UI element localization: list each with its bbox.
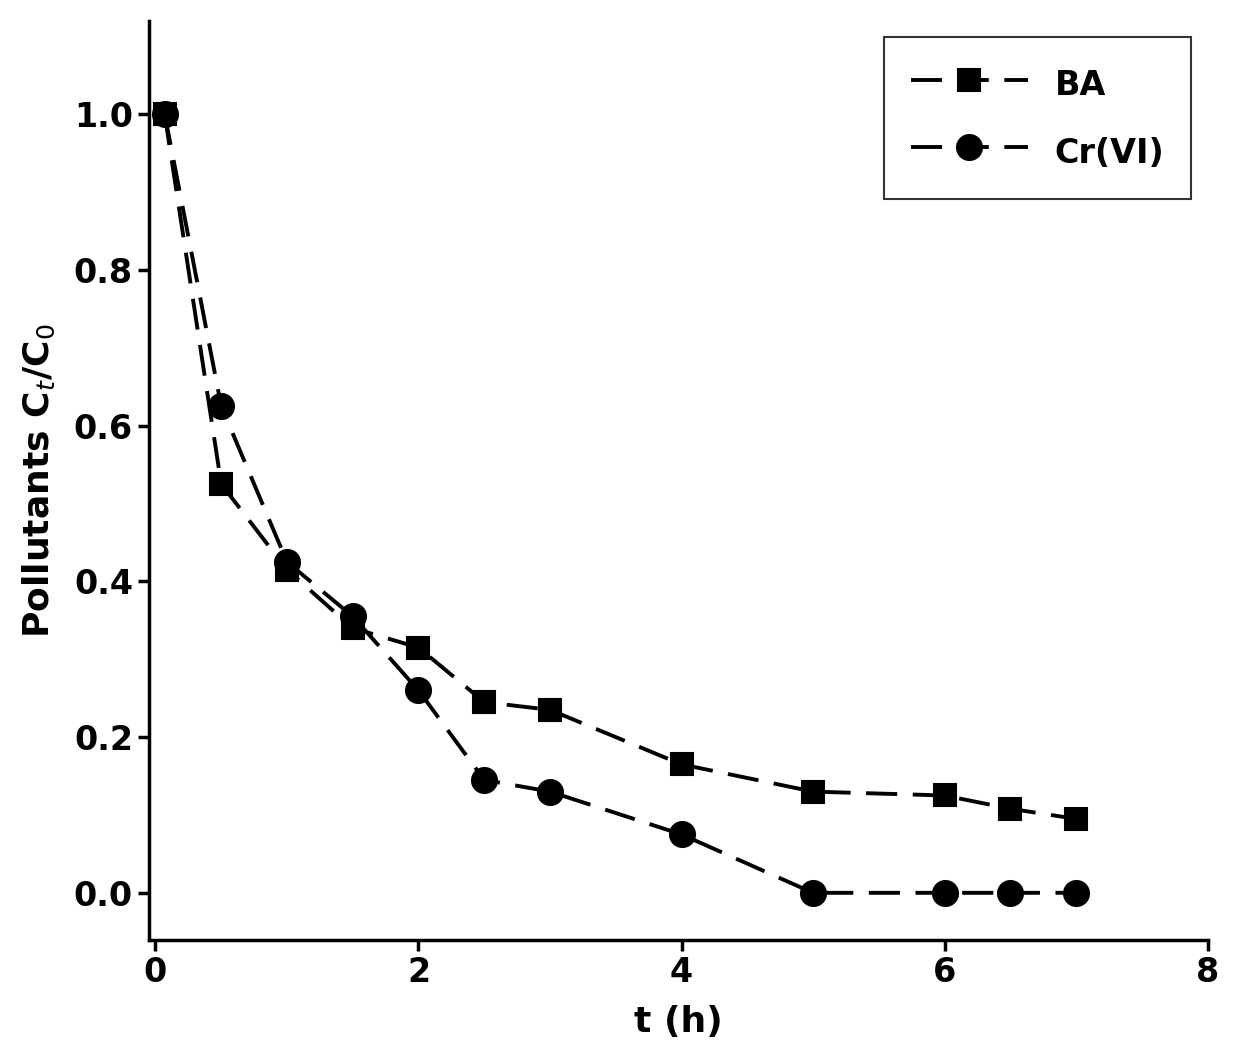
Cr(VI) — [937, 886, 952, 899]
BA — [279, 563, 294, 576]
Line: BA: BA — [154, 103, 1087, 830]
Cr(VI) — [345, 611, 360, 623]
X-axis label: t (h): t (h) — [634, 1005, 723, 1039]
Cr(VI) — [279, 555, 294, 568]
BA — [543, 704, 558, 717]
BA — [477, 695, 492, 708]
BA — [157, 108, 172, 121]
Y-axis label: Pollutants C$_t$/C$_0$: Pollutants C$_t$/C$_0$ — [21, 323, 57, 637]
Cr(VI) — [1069, 886, 1084, 899]
Cr(VI) — [213, 400, 228, 412]
Cr(VI) — [157, 108, 172, 121]
Cr(VI) — [675, 828, 689, 841]
BA — [345, 622, 360, 635]
Line: Cr(VI): Cr(VI) — [153, 102, 1089, 905]
Cr(VI) — [1003, 886, 1018, 899]
BA — [213, 478, 228, 491]
Cr(VI) — [410, 684, 425, 696]
BA — [675, 758, 689, 771]
Cr(VI) — [806, 886, 821, 899]
BA — [937, 789, 952, 801]
BA — [806, 785, 821, 798]
BA — [1003, 802, 1018, 815]
Cr(VI) — [477, 774, 492, 787]
Cr(VI) — [543, 785, 558, 798]
BA — [1069, 813, 1084, 826]
BA — [410, 641, 425, 654]
Legend: BA, Cr(VI): BA, Cr(VI) — [884, 37, 1190, 199]
